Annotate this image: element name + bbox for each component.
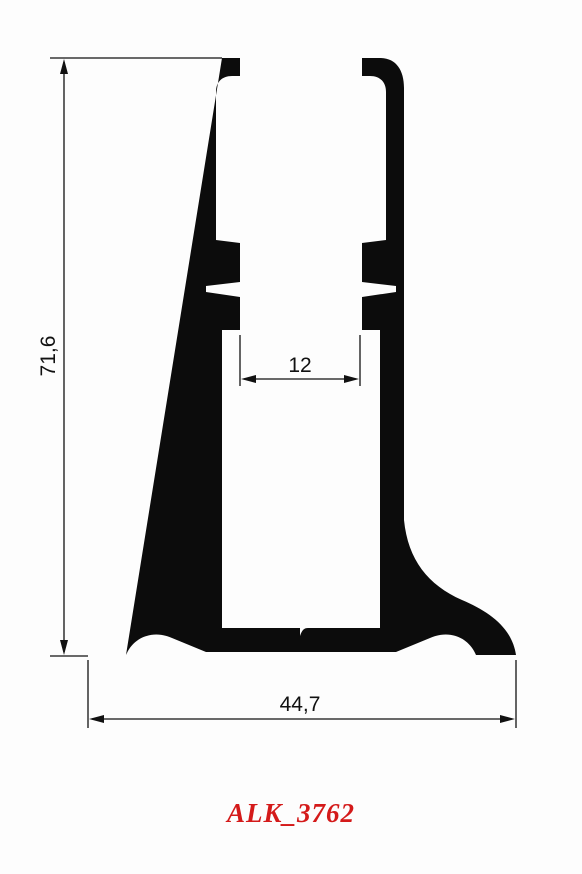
height-dimension: 71,6 bbox=[37, 57, 222, 657]
height-arrow-top bbox=[60, 59, 68, 74]
base-width-arrow-right bbox=[500, 715, 515, 723]
inner-width-dimension: 12 bbox=[239, 335, 361, 386]
inner-width-arrow-left bbox=[241, 375, 256, 383]
aluminium-profile bbox=[126, 58, 516, 655]
base-width-dimension: 44,7 bbox=[87, 660, 517, 728]
product-code-label: ALK_3762 bbox=[226, 798, 355, 828]
inner-width-value: 12 bbox=[288, 354, 311, 377]
profile-left-wall bbox=[126, 58, 516, 655]
base-width-value: 44,7 bbox=[280, 693, 321, 716]
base-width-arrow-left bbox=[89, 715, 104, 723]
height-value: 71,6 bbox=[37, 336, 60, 377]
inner-width-arrow-right bbox=[344, 375, 359, 383]
height-arrow-bottom bbox=[60, 640, 68, 655]
